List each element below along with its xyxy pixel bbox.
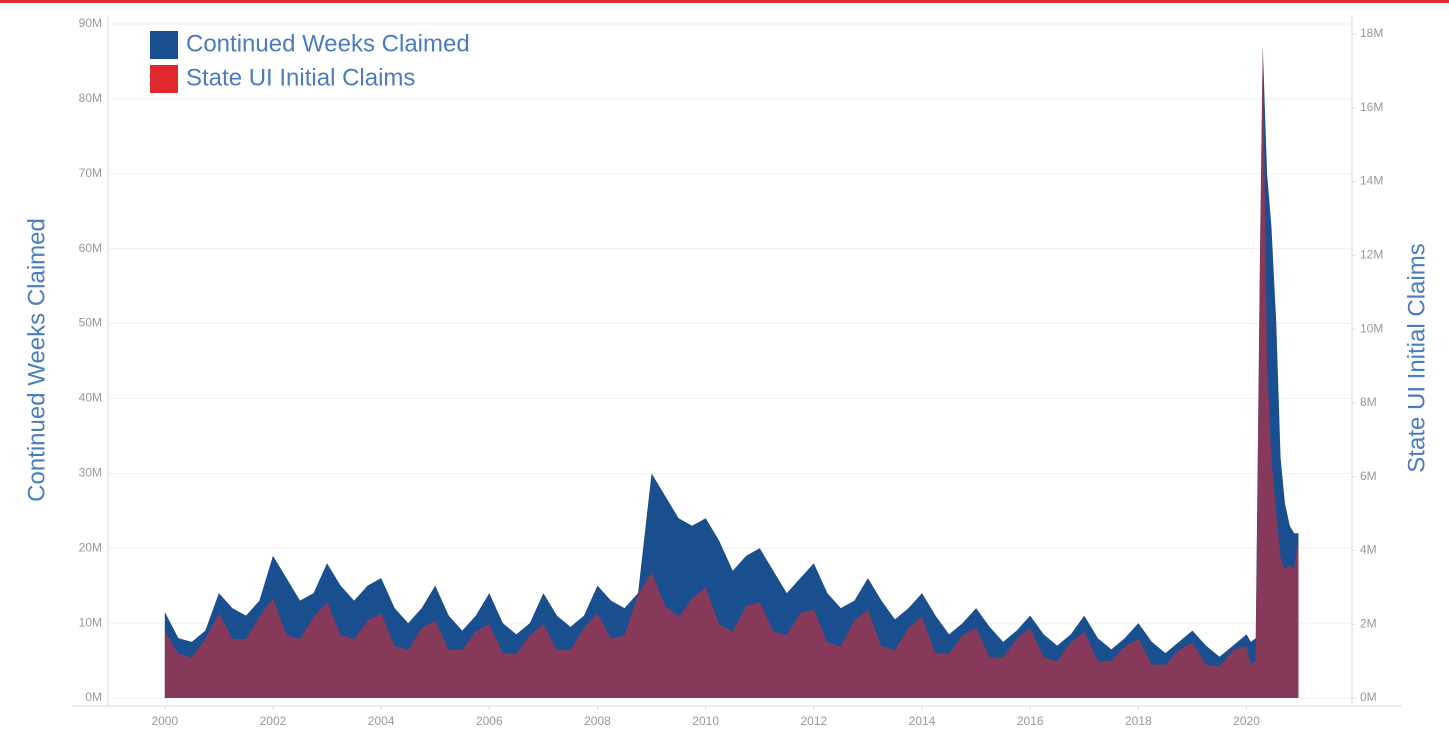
x-tick-label: 2008 <box>584 714 611 728</box>
y2-tick-label: 14M <box>1360 174 1383 188</box>
y2-tick-label: 0M <box>1360 690 1377 704</box>
top-border <box>0 0 1449 3</box>
y2-axis-title: State UI Initial Claims <box>1403 243 1430 472</box>
y-tick-label: 80M <box>79 91 102 105</box>
y-tick-label: 70M <box>79 166 102 180</box>
x-tick-label: 2006 <box>476 714 503 728</box>
y-tick-label: 30M <box>79 466 102 480</box>
y2-tick-label: 8M <box>1360 395 1377 409</box>
y-tick-label: 20M <box>79 540 102 554</box>
x-tick-label: 2002 <box>260 714 287 728</box>
y2-tick-label: 2M <box>1360 616 1377 630</box>
x-tick-label: 2016 <box>1017 714 1044 728</box>
legend-label: State UI Initial Claims <box>186 64 415 91</box>
y-tick-label: 90M <box>79 16 102 30</box>
y2-tick-label: 16M <box>1360 100 1383 114</box>
x-tick-label: 2014 <box>909 714 936 728</box>
x-tick-label: 2012 <box>800 714 827 728</box>
y-tick-label: 40M <box>79 391 102 405</box>
y2-tick-label: 18M <box>1360 26 1383 40</box>
legend-swatch <box>150 31 178 59</box>
y2-tick-label: 6M <box>1360 469 1377 483</box>
y-axis-title: Continued Weeks Claimed <box>23 218 50 502</box>
y-tick-label: 10M <box>79 615 102 629</box>
y2-tick-label: 12M <box>1360 247 1383 261</box>
legend-swatch <box>150 65 178 93</box>
area <box>164 46 1299 698</box>
y-tick-label: 50M <box>79 316 102 330</box>
y-tick-label: 0M <box>85 690 102 704</box>
x-tick-label: 2018 <box>1125 714 1152 728</box>
x-tick-label: 2004 <box>368 714 395 728</box>
x-tick-label: 2010 <box>692 714 719 728</box>
y2-tick-label: 4M <box>1360 543 1377 557</box>
y-tick-label: 60M <box>79 241 102 255</box>
area <box>164 45 1299 699</box>
y2-tick-label: 10M <box>1360 321 1383 335</box>
x-tick-label: 2000 <box>151 714 178 728</box>
legend-label: Continued Weeks Claimed <box>186 30 470 57</box>
x-tick-label: 2020 <box>1233 714 1260 728</box>
